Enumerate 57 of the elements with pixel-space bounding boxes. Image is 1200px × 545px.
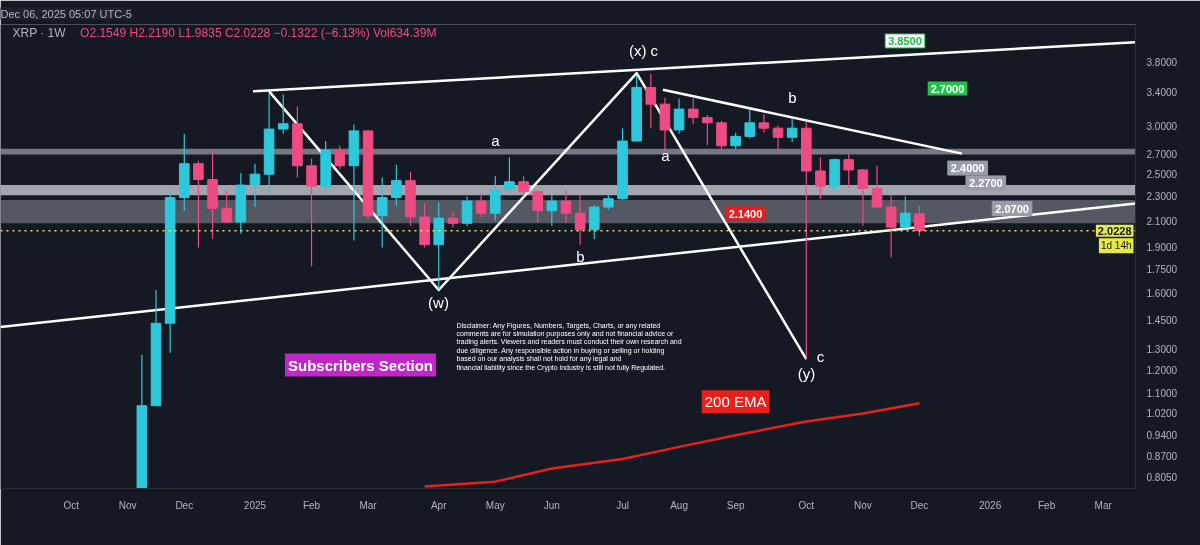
y-tick-label: 1.4500 (1146, 314, 1178, 326)
x-tick-label: 2025 (243, 499, 267, 511)
x-tick-label: May (485, 499, 505, 511)
annotation: 3.8500 (888, 34, 922, 47)
annotation: (w) (428, 294, 449, 311)
x-tick-label: Aug (670, 499, 688, 511)
x-tick-label: 2026 (978, 499, 1002, 511)
text: Dec 06, 2025 05:07 UTC-5 (0, 7, 132, 20)
x-tick-label: Dec (175, 499, 194, 511)
x-tick-label: Oct (63, 499, 80, 511)
annotation: Subscribers Section (287, 356, 434, 374)
y-tick-label: 2.5000 (1146, 169, 1178, 181)
x-tick-label: Jul (616, 499, 629, 511)
y-tick-label: 3.0000 (1146, 120, 1178, 132)
y-tick-label: 2.1000 (1146, 215, 1178, 227)
x-tick-label: Jun (543, 499, 560, 511)
y-tick-label: 2.7000 (1146, 148, 1178, 160)
y-tick-label: 0.8700 (1146, 450, 1178, 462)
annotation: (y) (797, 365, 816, 382)
annotation: b (576, 248, 585, 265)
x-tick-label: Nov (118, 499, 137, 511)
annotation: 2.0700 (995, 202, 1029, 215)
y-tick-label: 3.8000 (1146, 57, 1178, 69)
annotation: a (661, 147, 671, 164)
y-tick-label: 1.2000 (1146, 365, 1178, 377)
y-tick-label: 3.4000 (1146, 87, 1178, 99)
y-tick-label: 1.7500 (1146, 264, 1178, 276)
series-label: 200 EMA (704, 393, 767, 411)
x-tick-label: Apr (430, 499, 448, 511)
y-tick-label: 0.8050 (1146, 471, 1178, 483)
x-tick-label: Dec (910, 499, 929, 511)
annotation: 2.1400 (728, 207, 763, 220)
x-tick-label: Oct (798, 499, 815, 511)
x-tick-label: Sep (726, 499, 745, 511)
y-tick-label: 2.3000 (1146, 191, 1178, 203)
x-tick-label: Feb (302, 499, 321, 511)
y-tick-label: 1.3000 (1146, 343, 1178, 355)
annotation: c (816, 348, 825, 365)
annotation: 1d 14h (1100, 240, 1132, 252)
annotation: 2.2700 (968, 176, 1003, 189)
annotation: 2.4000 (950, 162, 985, 175)
x-tick-label: Mar (359, 499, 378, 511)
annotation: b (788, 89, 797, 106)
y-tick-label: 0.9400 (1146, 430, 1178, 442)
annotation: (x) c (628, 42, 659, 59)
chart-subtitle: O2.1549 H2.2190 L1.9835 C2.0228 −0.1322 (−6.13%) Vol634.39M (80, 25, 437, 40)
y-tick-label: 1.1000 (1146, 388, 1178, 400)
ref-line-label: 2.0228 (1097, 224, 1132, 237)
y-tick-label: 1.0200 (1146, 408, 1178, 420)
x-tick-label: Nov (853, 499, 872, 511)
annotation: a (491, 132, 501, 149)
chart-title: XRP · 1W (12, 25, 67, 40)
y-tick-label: 1.6000 (1146, 288, 1178, 300)
annotation: 2.7000 (930, 82, 965, 95)
x-tick-label: Feb (1038, 499, 1056, 511)
y-tick-label: 1.9000 (1146, 242, 1178, 254)
x-tick-label: Mar (1094, 499, 1113, 511)
